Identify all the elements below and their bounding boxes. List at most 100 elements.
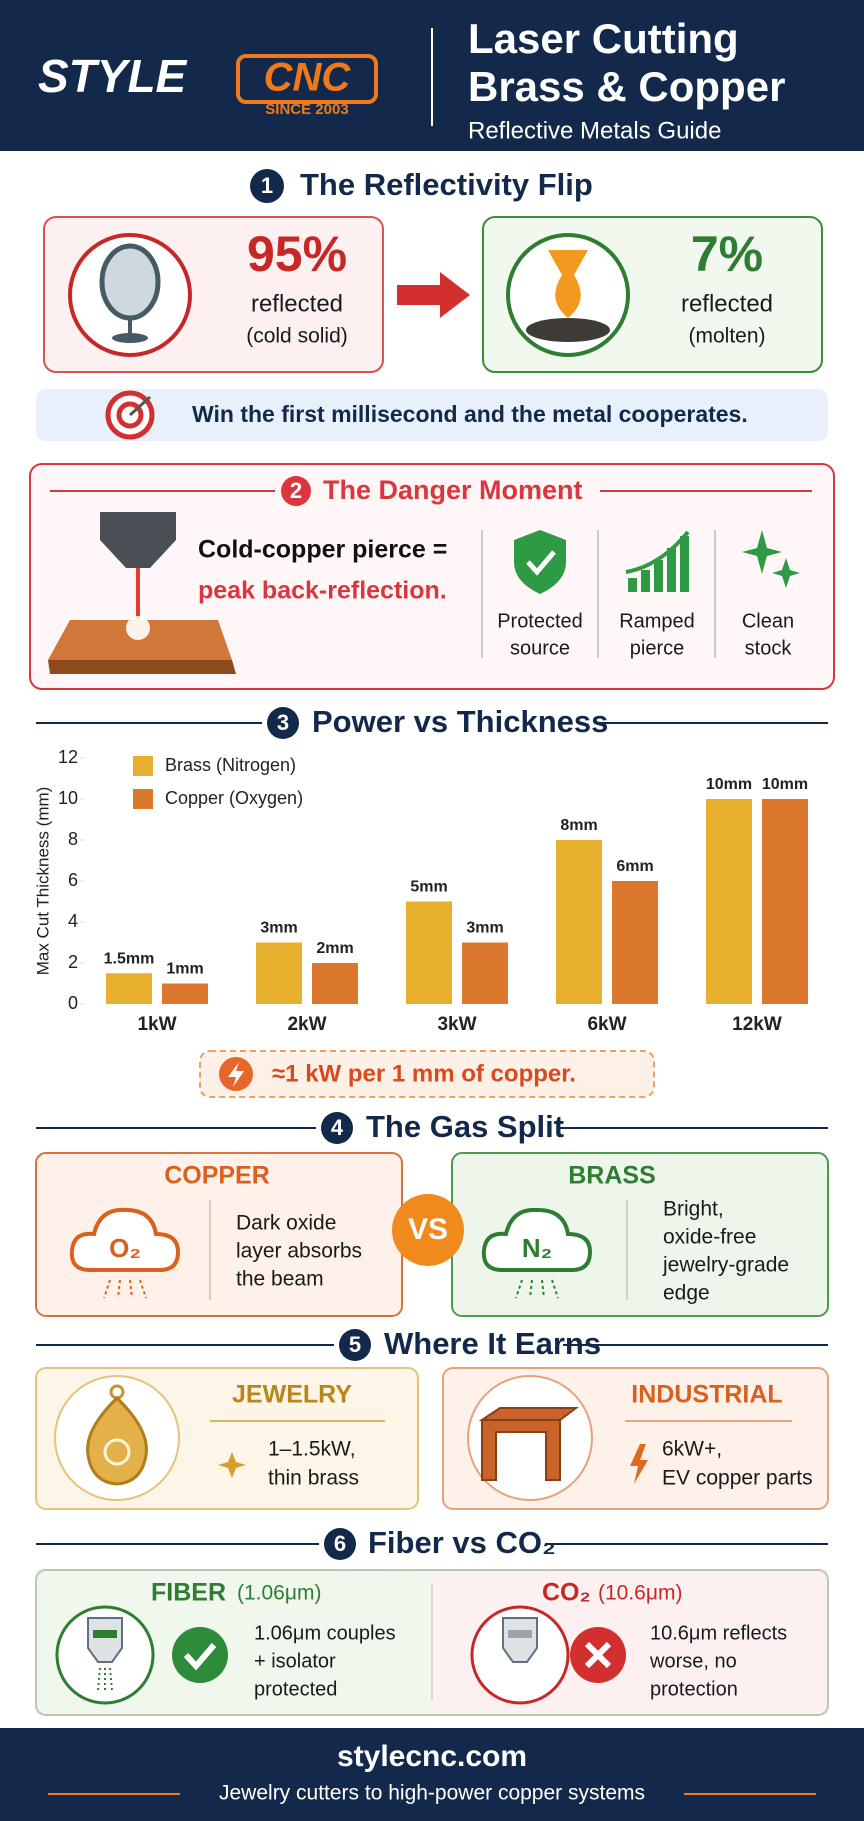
value-label: 2mm: [316, 940, 353, 957]
item-label: pierce: [630, 637, 684, 659]
shield-icon: [514, 530, 566, 594]
danger-text: Cold-copper pierce =: [198, 536, 447, 564]
percent: 95%: [247, 226, 347, 282]
bar: [256, 942, 302, 1004]
value-label: 10mm: [706, 776, 752, 793]
section-number-bg: [267, 707, 299, 739]
section-number-bg: [321, 1112, 353, 1144]
cloud-icon: [69, 1207, 181, 1272]
ramp-icon: [625, 530, 690, 574]
logo-style: STYLE: [38, 50, 188, 102]
earn-text: 6kW+,: [662, 1438, 722, 1461]
bar: [556, 840, 602, 1004]
value-label: 1.5mm: [104, 950, 155, 967]
value-label: 3mm: [260, 920, 297, 937]
bolt-icon: [228, 1062, 244, 1087]
section-number: 1: [261, 173, 273, 198]
danger-text: peak back-reflection.: [198, 577, 447, 605]
vs: VS: [408, 1213, 448, 1246]
melt-icon: [526, 318, 610, 342]
section-title: Where It Earns: [384, 1326, 601, 1361]
bar-chart: Max Cut Thickness (mm) 0 2 4 6 8 10 12 1kW 1.5mm 1…: [33, 747, 808, 1035]
bar: [462, 942, 508, 1004]
gas-text: layer absorbs: [236, 1240, 362, 1263]
plate-icon: [48, 620, 232, 660]
section-title: Power vs Thickness: [312, 704, 608, 739]
note: ≈1 kW per 1 mm of copper.: [272, 1060, 576, 1087]
label: reflected: [681, 290, 773, 317]
vs-circle: [392, 1194, 464, 1266]
bracket-icon: [478, 1407, 579, 1481]
target-icon: [116, 401, 144, 429]
bar: [612, 881, 658, 1004]
pendant-icon: [103, 1438, 131, 1466]
laser-name: FIBER: [151, 1579, 226, 1607]
cross-icon: [584, 1641, 612, 1669]
panel-border: [35, 1569, 829, 1716]
footer-bg: [0, 1728, 864, 1821]
laser-text: worse, no: [649, 1650, 737, 1672]
logo-since: SINCE 2003: [265, 101, 348, 118]
gas-text: Dark oxide: [236, 1212, 336, 1235]
x-tick-label: 6kW: [587, 1014, 626, 1035]
laser-name: CO₂: [542, 1579, 591, 1607]
x-tick-label: 3kW: [437, 1014, 476, 1035]
y-tick-label: 12: [58, 747, 78, 767]
sparkle-icon: [772, 558, 800, 588]
legend-swatch: [133, 789, 153, 809]
danger-box: [29, 463, 835, 690]
laser-text: protected: [254, 1678, 337, 1700]
laser-text: 1.06μm couples: [254, 1622, 396, 1644]
item-label: stock: [745, 637, 793, 659]
label: reflected: [251, 290, 343, 317]
spark-icon: [126, 616, 150, 640]
note-box: [199, 1050, 655, 1098]
target-icon: [128, 395, 152, 417]
logo-cnc: CNC: [264, 56, 352, 100]
shield-icon: [526, 550, 556, 576]
percent: 7%: [691, 226, 763, 282]
gas-symbol: N₂: [522, 1233, 552, 1263]
state: (cold solid): [246, 325, 348, 348]
sparkle-icon: [742, 530, 782, 574]
section-title: The Danger Moment: [323, 475, 583, 505]
plate-icon: [48, 660, 236, 674]
bar: [706, 799, 752, 1004]
laser-text: + isolator: [254, 1650, 336, 1672]
title-line: Brass & Copper: [468, 63, 785, 110]
check-icon: [172, 1627, 228, 1683]
section-number: 5: [349, 1332, 361, 1357]
legend-label: Brass (Nitrogen): [165, 755, 296, 775]
value-label: 5mm: [410, 879, 447, 896]
section-number: 6: [334, 1531, 346, 1556]
drop-icon: [548, 250, 588, 318]
laser-text: protection: [650, 1678, 738, 1700]
gas-text: oxide-free: [663, 1226, 756, 1249]
bar: [762, 799, 808, 1004]
value-label: 8mm: [560, 817, 597, 834]
bolt-icon: [630, 1444, 648, 1484]
banner-text: Win the first millisecond and the metal …: [192, 401, 748, 427]
bar: [312, 963, 358, 1004]
card-title: COPPER: [164, 1162, 270, 1190]
section-number: 2: [290, 478, 302, 503]
section-title: The Gas Split: [366, 1109, 564, 1144]
logo-frame: [236, 54, 378, 104]
section-number: 4: [331, 1115, 344, 1140]
card-title: BRASS: [568, 1162, 656, 1190]
wavelength: (1.06μm): [237, 1582, 321, 1605]
bar: [106, 973, 152, 1004]
section-number-bg: [339, 1329, 371, 1361]
title-line: Laser Cutting: [468, 15, 739, 62]
subtitle: Reflective Metals Guide: [468, 117, 721, 144]
y-tick-label: 0: [68, 993, 78, 1013]
check-icon: [183, 1643, 217, 1671]
item-label: Protected: [497, 610, 583, 632]
gas-text: jewelry-grade: [662, 1254, 789, 1277]
x-tick-label: 2kW: [287, 1014, 326, 1035]
x-tick-label: 12kW: [732, 1014, 782, 1035]
laser-text: 10.6μm reflects: [650, 1622, 787, 1644]
value-label: 6mm: [616, 858, 653, 875]
section-number-bg: [281, 476, 311, 506]
